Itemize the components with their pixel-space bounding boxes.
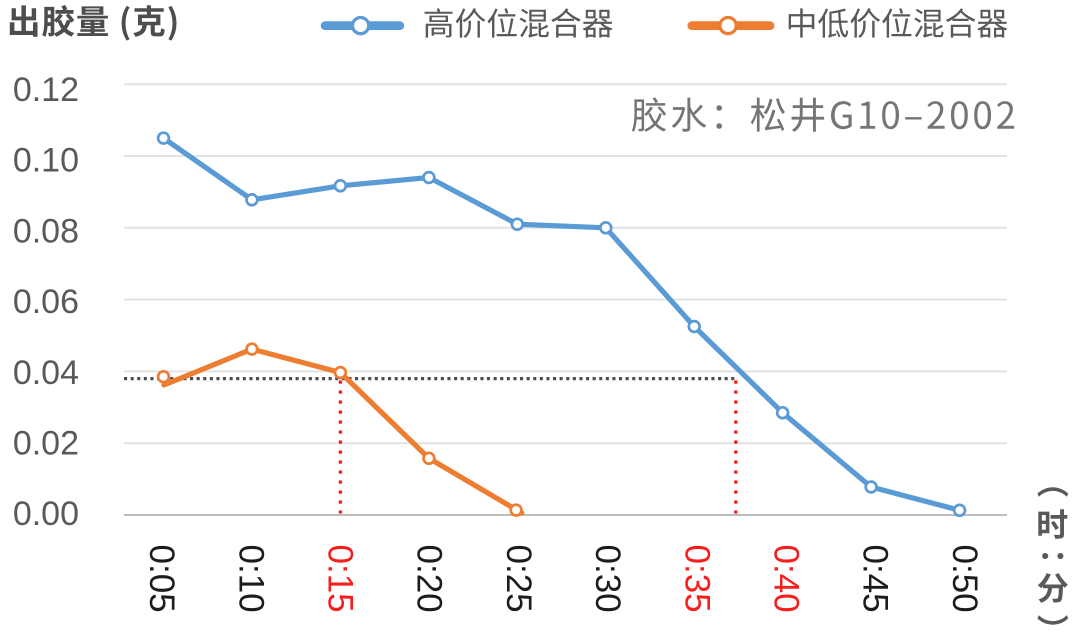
svg-text:0:45: 0:45 — [856, 545, 895, 613]
svg-text:0:20: 0:20 — [410, 545, 449, 613]
svg-text:0.02: 0.02 — [13, 425, 79, 463]
svg-text:0.10: 0.10 — [13, 142, 79, 180]
svg-text:0:30: 0:30 — [588, 545, 627, 613]
svg-text:0.06: 0.06 — [13, 283, 79, 321]
svg-text:0.08: 0.08 — [13, 212, 79, 250]
svg-text:0.00: 0.00 — [13, 495, 79, 533]
svg-text:0:05: 0:05 — [142, 545, 181, 613]
svg-text:0:40: 0:40 — [767, 545, 806, 613]
svg-text:0:50: 0:50 — [945, 545, 984, 613]
svg-text:0:10: 0:10 — [231, 545, 270, 613]
svg-text:0:25: 0:25 — [499, 545, 538, 613]
svg-text:0:35: 0:35 — [677, 545, 716, 613]
svg-text:0:15: 0:15 — [321, 545, 360, 613]
svg-text:0.04: 0.04 — [13, 354, 79, 392]
svg-text:0.12: 0.12 — [13, 71, 79, 109]
